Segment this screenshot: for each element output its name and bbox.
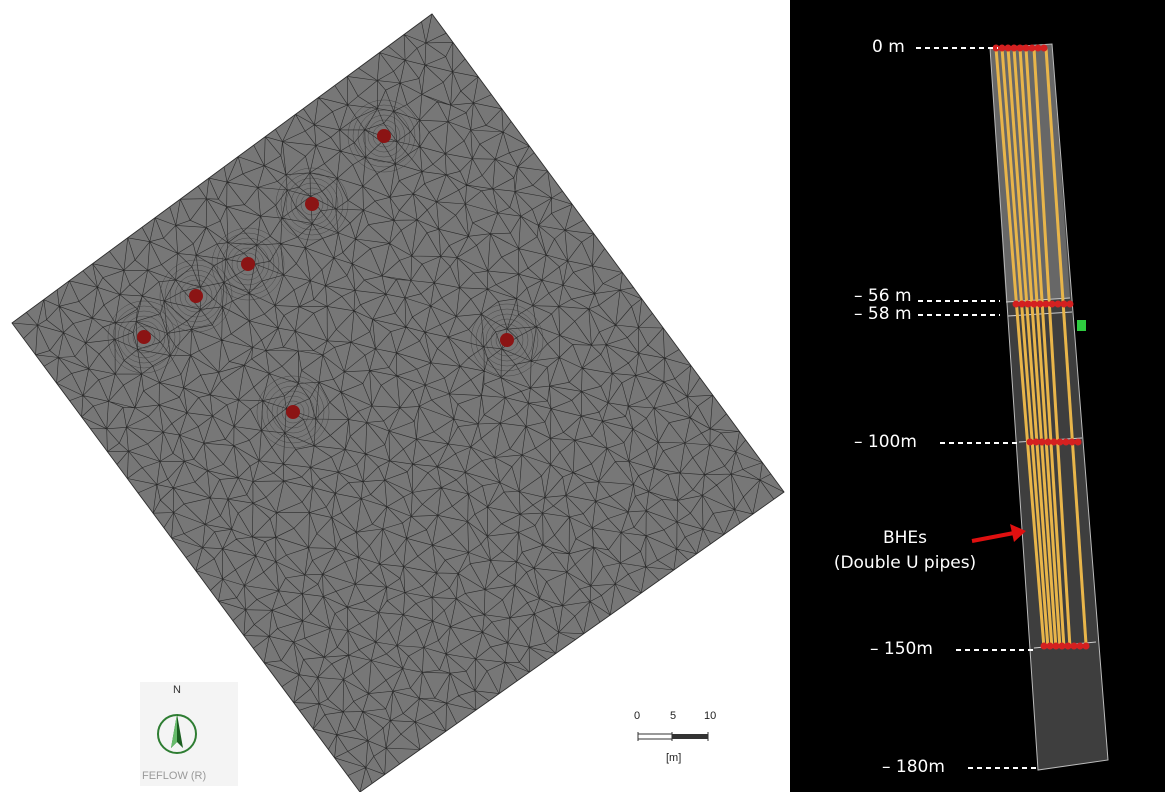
column-svg [790,0,1165,792]
bhe-node [1041,45,1048,52]
bhe-node [1075,439,1082,446]
bhe-node [999,45,1006,52]
scale-bar-graphic [612,730,734,750]
north-compass: N FEFLOW (R) [140,682,238,786]
bhe-node [1023,45,1030,52]
software-label: FEFLOW (R) [142,770,206,782]
bhe-node [1063,439,1070,446]
bhe-annotation-title: BHEs [830,526,980,551]
bhe-node [1083,643,1090,650]
bhe-node [1013,301,1020,308]
bhe-marker-3 [241,257,255,271]
bhe-node [1055,301,1062,308]
mesh-svg [0,0,790,792]
bhe-node [1047,643,1054,650]
bhe-marker-4 [189,289,203,303]
bhe-node [1045,439,1052,446]
bhe-node [1049,301,1056,308]
bhe-node [1011,45,1018,52]
bhe-node [993,45,1000,52]
bhe-node [1067,301,1074,308]
bhe-node [1053,643,1060,650]
bhe-node [1029,45,1036,52]
bhe-annotation: BHEs (Double U pipes) [830,526,980,576]
bhe-node [1027,439,1034,446]
bhe-marker-2 [305,197,319,211]
bhe-node [1039,439,1046,446]
bhe-node [1071,643,1078,650]
bhe-marker-7 [286,405,300,419]
bhe-node [1005,45,1012,52]
bhe-node [1037,301,1044,308]
bhe-marker-5 [137,330,151,344]
scale-bar: 0 5 10 [m] [612,700,734,768]
bhe-node [1031,301,1038,308]
scale-unit-label: [m] [666,752,681,764]
bhe-node [1041,643,1048,650]
depth-label-150m: – 150m [870,639,933,659]
compass-arrow-icon [140,692,214,772]
bhe-node [1035,45,1042,52]
bhe-node [1077,643,1084,650]
scale-tick-0: 0 [634,710,640,722]
depth-label-0m: 0 m [872,37,905,57]
column-3d-view: 0 m – 56 m – 58 m – 100m – 150m – 180m B… [790,0,1165,792]
bhe-annotation-subtitle: (Double U pipes) [830,551,980,576]
observation-point-icon [1077,320,1086,331]
mesh-plan-view: N FEFLOW (R) 0 5 10 [m] [0,0,790,792]
depth-label-56m: – 56 m [854,286,912,306]
depth-label-58m: – 58 m [854,304,912,324]
bhe-node [1017,45,1024,52]
bhe-node [1065,643,1072,650]
bhe-node [1051,439,1058,446]
depth-label-180m: – 180m [882,757,945,777]
bhe-node [1057,439,1064,446]
depth-label-100m: – 100m [854,432,917,452]
scale-tick-10: 10 [704,710,716,722]
bhe-marker-6 [500,333,514,347]
bhe-node [1033,439,1040,446]
bhe-node [1069,439,1076,446]
bhe-node [1043,301,1050,308]
bhe-node [1061,301,1068,308]
mesh-domain [12,14,784,792]
bhe-node [1019,301,1026,308]
bhe-node [1025,301,1032,308]
bhe-node [1059,643,1066,650]
bhe-marker-1 [377,129,391,143]
scale-tick-5: 5 [670,710,676,722]
